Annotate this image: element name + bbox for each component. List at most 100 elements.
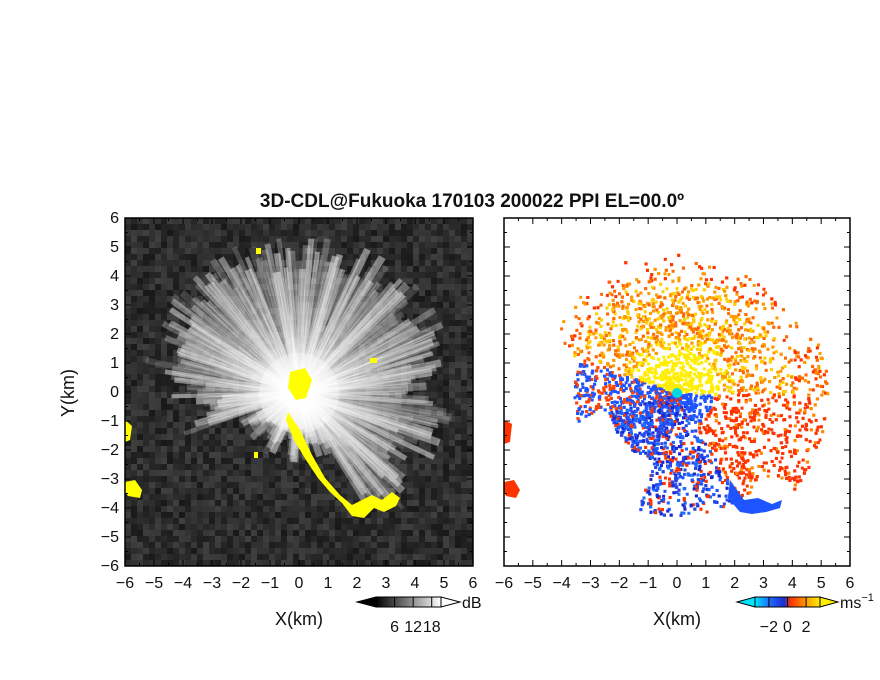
highlight-echo xyxy=(286,412,400,518)
noise-cell xyxy=(209,530,215,536)
noise-cell xyxy=(353,536,359,542)
noise-cell xyxy=(239,482,245,488)
noise-cell xyxy=(209,332,215,338)
noise-cell xyxy=(179,452,185,458)
noise-cell xyxy=(161,380,167,386)
echo-ray xyxy=(245,389,301,417)
noise-cell xyxy=(359,410,365,416)
noise-cell xyxy=(329,338,335,344)
noise-cell xyxy=(137,428,143,434)
noise-cell xyxy=(191,422,197,428)
echo-ray xyxy=(298,389,450,425)
noise-cell xyxy=(185,470,191,476)
noise-cell xyxy=(299,500,305,506)
left-echo-rays xyxy=(144,237,453,510)
noise-cell xyxy=(185,296,191,302)
noise-cell xyxy=(245,230,251,236)
noise-cell xyxy=(131,470,137,476)
noise-cell xyxy=(353,416,359,422)
left-x-tick-labels: −6 −5 −4 −3 −2 −1 0 1 2 3 4 5 6 xyxy=(116,575,478,592)
noise-cell xyxy=(425,272,431,278)
noise-cell xyxy=(203,482,209,488)
echo-ray xyxy=(297,390,405,443)
noise-cell xyxy=(179,422,185,428)
noise-cell xyxy=(359,302,365,308)
noise-cell xyxy=(281,482,287,488)
noise-cell xyxy=(413,356,419,362)
noise-cell xyxy=(449,530,455,536)
noise-cell xyxy=(317,410,323,416)
noise-cell xyxy=(149,518,155,524)
noise-cell xyxy=(167,338,173,344)
echo-ray xyxy=(261,249,303,394)
noise-cell xyxy=(125,362,131,368)
noise-cell xyxy=(227,512,233,518)
noise-cell xyxy=(251,290,257,296)
noise-cell xyxy=(125,326,131,332)
noise-cell xyxy=(425,404,431,410)
noise-cell xyxy=(365,488,371,494)
noise-cell xyxy=(161,404,167,410)
noise-cell xyxy=(131,344,137,350)
noise-cell xyxy=(425,314,431,320)
noise-cell xyxy=(287,260,293,266)
noise-cell xyxy=(347,464,353,470)
noise-cell xyxy=(293,464,299,470)
noise-cell xyxy=(203,224,209,230)
noise-cell xyxy=(395,302,401,308)
noise-cell xyxy=(365,278,371,284)
noise-cell xyxy=(317,404,323,410)
noise-cell xyxy=(341,314,347,320)
noise-cell xyxy=(395,404,401,410)
velocity-cell xyxy=(636,434,640,438)
noise-cell xyxy=(185,416,191,422)
noise-cell xyxy=(167,248,173,254)
noise-cell xyxy=(251,356,257,362)
noise-cell xyxy=(431,416,437,422)
noise-cell xyxy=(197,458,203,464)
noise-cell xyxy=(245,260,251,266)
noise-cell xyxy=(185,512,191,518)
noise-cell xyxy=(335,392,341,398)
noise-cell xyxy=(365,344,371,350)
noise-cell xyxy=(179,338,185,344)
noise-cell xyxy=(143,350,149,356)
right-velocity-field xyxy=(504,253,830,518)
noise-cell xyxy=(347,338,353,344)
noise-cell xyxy=(227,560,233,566)
noise-cell xyxy=(305,296,311,302)
noise-cell xyxy=(437,518,443,524)
echo-ray xyxy=(247,390,301,427)
noise-cell xyxy=(161,488,167,494)
velocity-cell xyxy=(680,290,684,294)
velocity-cell xyxy=(742,371,746,375)
noise-cell xyxy=(329,428,335,434)
noise-cell xyxy=(449,416,455,422)
noise-cell xyxy=(245,278,251,284)
noise-cell xyxy=(137,434,143,440)
noise-cell xyxy=(131,254,137,260)
noise-cell xyxy=(341,254,347,260)
noise-cell xyxy=(233,470,239,476)
noise-cell xyxy=(227,488,233,494)
noise-cell xyxy=(173,422,179,428)
noise-cell xyxy=(431,440,437,446)
noise-cell xyxy=(395,524,401,530)
noise-cell xyxy=(371,290,377,296)
noise-cell xyxy=(401,386,407,392)
noise-cell xyxy=(341,284,347,290)
noise-cell xyxy=(131,308,137,314)
noise-cell xyxy=(299,278,305,284)
noise-cell xyxy=(329,314,335,320)
velocity-cell xyxy=(651,425,655,429)
noise-cell xyxy=(377,470,383,476)
noise-cell xyxy=(395,284,401,290)
noise-cell xyxy=(275,380,281,386)
noise-cell xyxy=(449,230,455,236)
noise-cell xyxy=(251,524,257,530)
noise-cell xyxy=(401,326,407,332)
noise-cell xyxy=(275,482,281,488)
noise-cell xyxy=(275,236,281,242)
noise-cell xyxy=(335,548,341,554)
velocity-cell xyxy=(738,414,742,418)
